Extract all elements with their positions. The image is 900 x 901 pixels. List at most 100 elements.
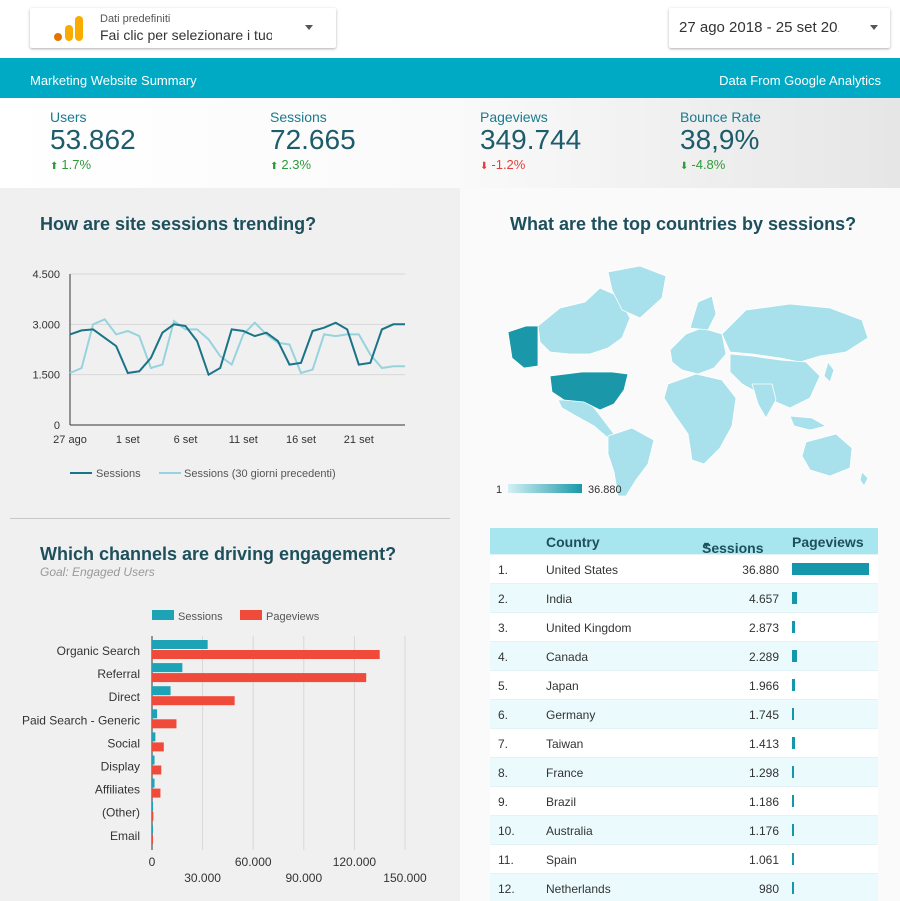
row-pageviews-bar	[792, 824, 794, 836]
channels-bar-chart[interactable]: Sessions Pageviews Organic Search Referra…	[0, 600, 460, 895]
row-rank: 7.	[498, 737, 509, 751]
x-tick-label: 30.000	[184, 871, 221, 885]
kpi-label: Bounce Rate	[680, 109, 761, 125]
arrow-up-icon: ⬆	[270, 161, 279, 172]
row-pageviews-bar	[792, 766, 794, 778]
sessions-trend-chart[interactable]: 4.500 3.000 1.500 0 27 ago 1 set 6 set 11 set 16…	[0, 250, 460, 500]
kpi-value: 38,9%	[680, 124, 760, 155]
row-pageviews-bar	[792, 853, 794, 865]
row-pageviews-bar	[792, 621, 796, 633]
category-label: (Other)	[102, 806, 140, 820]
bar-pageviews	[152, 719, 177, 729]
table-row[interactable]: 1. United States 36.880	[490, 554, 878, 583]
table-row[interactable]: 8. France 1.298	[490, 757, 878, 786]
row-sessions: 1.061	[748, 853, 779, 867]
table-row[interactable]: 10. Australia 1.176	[490, 815, 878, 844]
table-row[interactable]: 12. Netherlands 980	[490, 873, 878, 901]
kpi-label: Users	[50, 109, 87, 125]
data-source-selector[interactable]: Dati predefiniti Fai clic per selezionar…	[30, 8, 336, 48]
countries-table: Country Sessions ▼ Pageviews 1. United St…	[490, 528, 878, 901]
row-rank: 4.	[498, 650, 509, 664]
chevron-down-icon	[305, 25, 313, 30]
arrow-up-icon: ⬆	[50, 161, 59, 172]
x-tick-label: 60.000	[235, 855, 272, 869]
x-tick-label: 27 ago	[53, 434, 87, 446]
x-tick-label: 16 set	[286, 434, 316, 446]
row-sessions: 36.880	[742, 563, 779, 577]
kpi-value: 53.862	[50, 124, 136, 155]
legend-label-sessions: Sessions	[96, 468, 141, 480]
map-united-states	[549, 371, 629, 411]
bar-sessions	[152, 755, 155, 765]
google-analytics-icon	[54, 16, 83, 41]
sort-desc-icon: ▼	[702, 540, 711, 550]
table-row[interactable]: 9. Brazil 1.186	[490, 786, 878, 815]
kpi-delta: ⬆ 1.7%	[50, 157, 91, 172]
bar-pageviews	[152, 788, 161, 798]
map-africa	[663, 373, 737, 465]
table-header: Country Sessions ▼ Pageviews	[490, 528, 878, 556]
kpi-delta-value: -4.8%	[691, 157, 726, 172]
row-rank: 11.	[498, 853, 514, 867]
table-row[interactable]: 7. Taiwan 1.413	[490, 728, 878, 757]
x-tick-label: 21 set	[344, 434, 374, 446]
row-pageviews-bar	[792, 882, 794, 894]
kpi-scorecards: Users 53.862 ⬆ 1.7% Sessions 72.665 ⬆ 2.3%…	[0, 98, 900, 188]
map-canada	[537, 287, 631, 355]
row-rank: 12.	[498, 882, 515, 896]
bar-sessions	[152, 732, 156, 742]
table-row[interactable]: 6. Germany 1.745	[490, 699, 878, 728]
channels-chart-subtitle: Goal: Engaged Users	[40, 565, 155, 579]
y-tick-label: 4.500	[32, 269, 60, 281]
table-row[interactable]: 3. United Kingdom 2.873	[490, 612, 878, 641]
row-country: Canada	[546, 650, 589, 664]
map-legend-max: 36.880	[588, 484, 622, 496]
map-europe	[669, 327, 727, 375]
date-range-selector[interactable]: 27 ago 2018 - 25 set 2018	[669, 8, 890, 48]
category-label: Email	[110, 829, 140, 843]
world-map[interactable]: 1 36.880	[490, 258, 880, 498]
kpi-delta: ⬆ 2.3%	[270, 157, 311, 172]
table-row[interactable]: 5. Japan 1.966	[490, 670, 878, 699]
row-sessions: 1.745	[748, 708, 779, 722]
category-label: Paid Search - Generic	[22, 713, 140, 727]
category-label: Display	[101, 760, 140, 774]
trend-chart-title: How are site sessions trending?	[40, 214, 317, 234]
arrow-down-icon: ⬇	[680, 161, 689, 172]
x-tick-label: 120.000	[333, 855, 377, 869]
row-rank: 2.	[498, 592, 509, 606]
table-row[interactable]: 2. India 4.657	[490, 583, 878, 612]
data-selector-value: Fai clic per selezionare i tuoi dati	[100, 27, 272, 43]
bar-pageviews	[152, 811, 154, 821]
legend-label-previous: Sessions (30 giorni precedenti)	[184, 468, 336, 480]
row-country: Germany	[546, 708, 596, 722]
kpi-value: 349.744	[480, 124, 582, 155]
row-sessions: 2.289	[748, 650, 779, 664]
row-rank: 9.	[498, 795, 509, 809]
column-header-country[interactable]: Country	[546, 534, 600, 550]
legend-swatch-pageviews	[240, 610, 262, 620]
row-country: Brazil	[546, 795, 577, 809]
kpi-label: Pageviews	[480, 109, 548, 125]
table-row[interactable]: 11. Spain 1.061	[490, 844, 878, 873]
kpi-value: 72.665	[270, 124, 356, 155]
kpi-delta: ⬇ -1.2%	[480, 157, 525, 172]
arrow-down-icon: ⬇	[480, 161, 489, 172]
data-selector-label: Dati predefiniti	[100, 13, 171, 25]
table-row[interactable]: 4. Canada 2.289	[490, 641, 878, 670]
x-tick-label: 1 set	[116, 434, 140, 446]
bar-sessions	[152, 801, 153, 811]
row-pageviews-bar	[792, 563, 869, 575]
report-banner: Marketing Website Summary Data From Goog…	[0, 58, 900, 98]
kpi-delta-value: 2.3%	[281, 157, 312, 172]
x-tick-label: 6 set	[174, 434, 198, 446]
series-line-sessions	[69, 321, 405, 377]
kpi-delta: ⬇ -4.8%	[680, 157, 725, 172]
map-legend-gradient	[508, 484, 582, 493]
map-alaska	[507, 325, 539, 369]
map-title: What are the top countries by sessions?	[510, 214, 857, 234]
row-pageviews-bar	[792, 592, 798, 604]
column-header-pageviews[interactable]: Pageviews	[792, 534, 864, 550]
row-rank: 8.	[498, 766, 509, 780]
row-sessions: 1.966	[748, 679, 779, 693]
